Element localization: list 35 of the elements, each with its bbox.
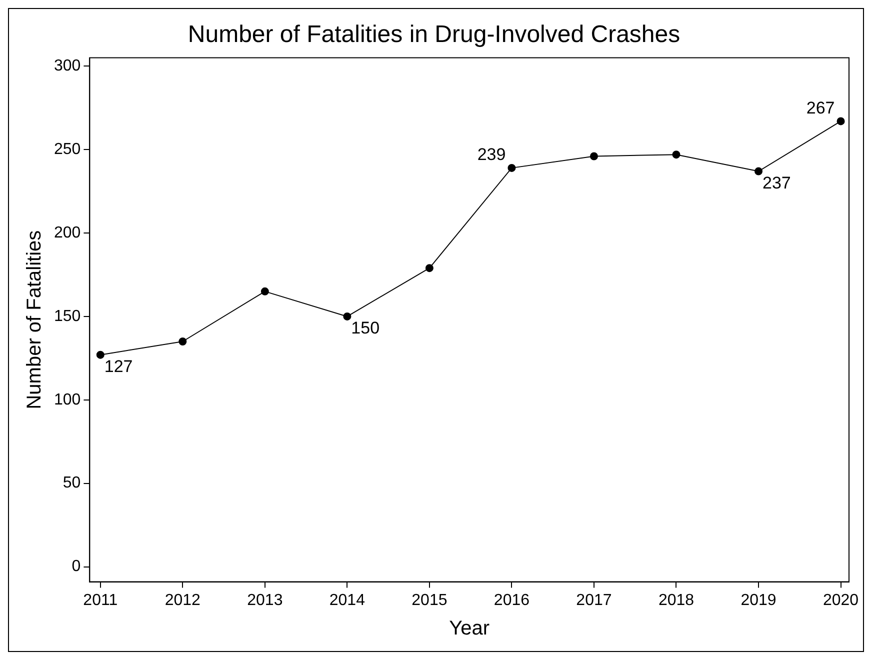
y-tick-label: 300 [54,58,81,75]
data-label: 239 [477,145,506,164]
x-tick-label: 2016 [494,592,530,609]
point [508,164,516,172]
point [836,117,845,126]
point [590,152,598,160]
y-tick-label: 0 [72,558,81,576]
y-tick-label: 200 [54,224,81,242]
x-tick-label: 2020 [822,592,859,609]
point [260,287,269,296]
x-tick-label: 2014 [329,592,366,609]
x-tick-label: 2011 [83,592,118,609]
data-label: 150 [351,318,380,338]
data-label: 237 [762,173,791,192]
x-axis-title: Year [449,618,490,640]
data-label: 267 [806,98,835,118]
y-tick-label: 150 [54,308,81,325]
x-tick-label: 2012 [164,592,201,609]
point [672,150,680,159]
y-tick-label: 50 [62,474,81,492]
point [754,167,763,176]
x-tick-label: 2015 [412,592,448,609]
x-tick-label: 2013 [247,592,283,609]
point [343,312,352,320]
y-tick-label: 250 [54,140,81,158]
data-label: 127 [104,357,133,376]
x-tick-label: 2018 [658,592,694,609]
point [425,264,434,272]
y-tick-label: 100 [54,391,81,408]
point [178,337,187,346]
chart-title: Number of Fatalities in Drug-Involved Crashes [188,21,680,48]
x-tick-label: 2019 [740,592,776,609]
y-axis-title: Number of Fatalities [24,230,46,410]
x-tick-label: 2017 [576,592,612,609]
point [96,350,104,359]
